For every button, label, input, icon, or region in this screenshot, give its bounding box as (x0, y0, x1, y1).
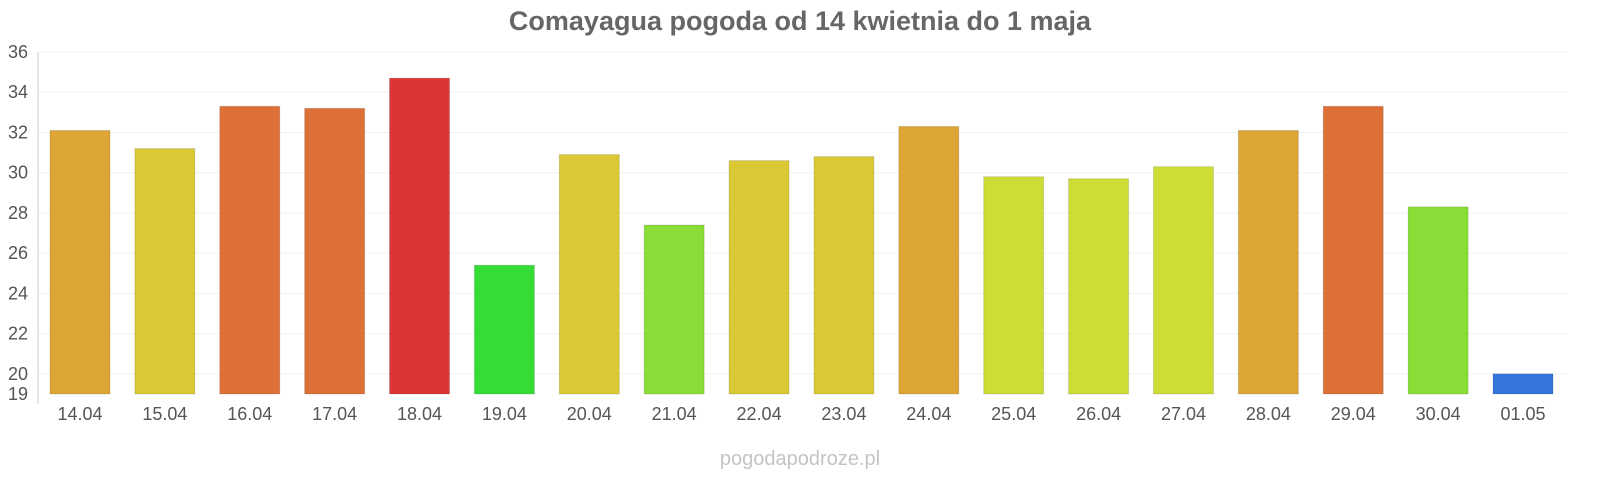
x-tick-label: 17.04 (312, 404, 357, 424)
x-tick-label: 15.04 (142, 404, 187, 424)
x-tick-label: 28.04 (1246, 404, 1291, 424)
x-tick-label: 19.04 (482, 404, 527, 424)
y-tick-label: 24 (8, 283, 28, 303)
watermark: pogodapodroze.pl (720, 448, 880, 470)
x-tick-label: 29.04 (1331, 404, 1376, 424)
bar-16.04 (219, 105, 281, 395)
bar-24.04 (898, 125, 960, 395)
bar-29.04 (1322, 105, 1384, 395)
y-tick-label: 36 (8, 42, 28, 62)
y-tick-label: 32 (8, 122, 28, 142)
y-tick-label: 30 (8, 163, 28, 183)
bars-layer (49, 77, 1554, 395)
bar-14.04 (49, 129, 111, 395)
x-tick-label: 26.04 (1076, 404, 1121, 424)
x-tick-label: 21.04 (652, 404, 697, 424)
bar-23.04 (813, 156, 875, 395)
x-tick-label: 14.04 (57, 404, 102, 424)
y-tick-label: 34 (8, 82, 28, 102)
x-tick-label: 01.05 (1500, 404, 1545, 424)
bar-15.04 (134, 148, 196, 395)
bar-21.04 (643, 224, 705, 395)
x-tick-label: 25.04 (991, 404, 1036, 424)
y-tick-label: 28 (8, 203, 28, 223)
x-tick-label: 30.04 (1416, 404, 1461, 424)
x-tick-label: 24.04 (906, 404, 951, 424)
y-tick-label: 20 (8, 364, 28, 384)
y-tick-label: 26 (8, 243, 28, 263)
x-tick-label: 20.04 (567, 404, 612, 424)
x-tick-label: 18.04 (397, 404, 442, 424)
bar-26.04 (1068, 178, 1130, 395)
bar-18.04 (389, 77, 451, 395)
bar-17.04 (304, 107, 366, 395)
x-tick-label: 27.04 (1161, 404, 1206, 424)
bar-22.04 (728, 160, 790, 395)
y-tick-label: 22 (8, 324, 28, 344)
bar-01.05 (1492, 373, 1554, 395)
y-tick-label: 19 (8, 384, 28, 404)
bar-19.04 (473, 264, 535, 395)
chart-title: Comayagua pogoda od 14 kwietnia do 1 maj… (508, 6, 1092, 36)
bar-30.04 (1407, 206, 1469, 395)
x-tick-label: 23.04 (821, 404, 866, 424)
x-tick-label: 16.04 (227, 404, 272, 424)
bar-25.04 (983, 176, 1045, 395)
grid-layer (38, 51, 1568, 375)
bar-27.04 (1152, 166, 1214, 395)
bar-20.04 (558, 154, 620, 395)
bar-28.04 (1237, 129, 1299, 395)
x-tick-label: 22.04 (737, 404, 782, 424)
